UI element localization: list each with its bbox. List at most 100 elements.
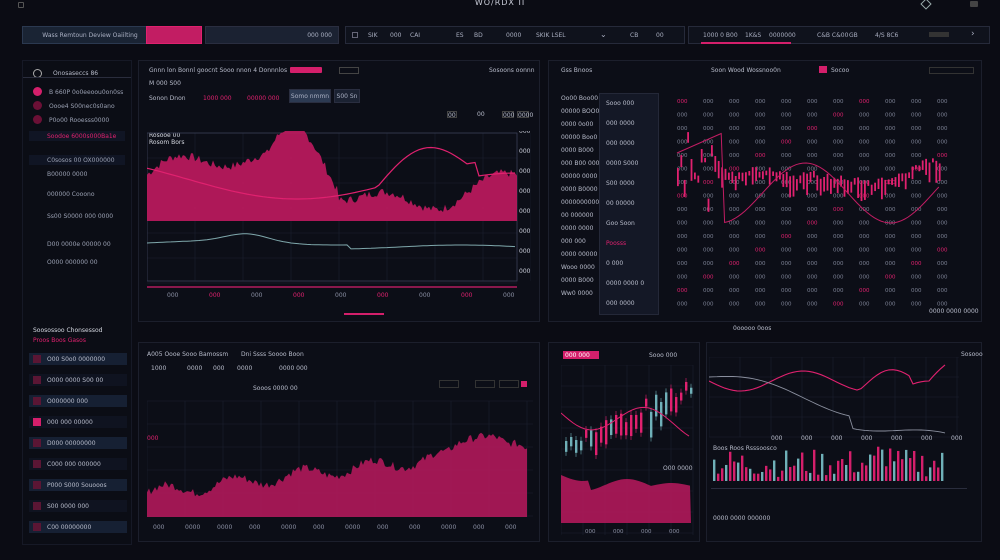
toolbar-right-tab-1[interactable]: 1K&S	[745, 32, 762, 39]
toolbar-item-6[interactable]: 0000	[506, 32, 522, 39]
sidebar-item[interactable]: 000 000 00000	[29, 416, 127, 428]
sidebar-item[interactable]: O00 S0o0 0000000	[29, 353, 127, 365]
sidebar-section-sub: Proos Boos Gasos	[33, 337, 86, 344]
sidebar-item[interactable]: C000 000 000000	[29, 458, 127, 470]
sidebar-item-label: 000000 Cooono	[47, 191, 95, 198]
subpanel-item[interactable]: 0 000	[606, 260, 624, 267]
sidebar-item[interactable]: C00 00000000	[29, 521, 127, 533]
grid-value: 000	[781, 221, 792, 227]
subpanel-item[interactable]: 000 0000	[606, 140, 635, 147]
range-tab-2[interactable]: 000	[502, 111, 515, 119]
subpanel-item[interactable]: S00 0000	[606, 180, 635, 187]
toolbar-item-2[interactable]: 000	[390, 32, 402, 39]
range-tab-1[interactable]: 00	[477, 111, 485, 118]
window-icon[interactable]	[18, 2, 24, 8]
sidebar-item[interactable]: P0o00 Rooesss0000	[29, 115, 125, 125]
sidebar-item[interactable]: Ss00 S0000 000 0000	[29, 211, 125, 221]
bar	[813, 449, 816, 481]
brb-mid-title: Boos Roos Rsssoosco	[713, 445, 777, 452]
bm-tab-1[interactable]	[475, 380, 495, 388]
subpanel-item[interactable]: Poosss	[606, 240, 627, 247]
grid-value: 000	[755, 99, 766, 105]
toggle-switch[interactable]	[929, 32, 949, 37]
grid-value: 000	[755, 261, 766, 267]
sidebar-item[interactable]: C0sosos 00 OX000000	[29, 155, 125, 165]
list-item: 00000 Boo0	[561, 134, 598, 141]
scroll-indicator[interactable]	[344, 313, 384, 315]
subpanel-item[interactable]: 000 0000	[606, 120, 635, 127]
toolbar-item-7[interactable]: SKIK LSEL	[536, 32, 566, 39]
sidebar-item[interactable]: O000000 000	[29, 395, 127, 407]
right-top-control[interactable]	[929, 67, 974, 74]
candle	[635, 414, 638, 429]
toolbar-right-tab-0[interactable]: 1000 0 B00	[703, 32, 738, 39]
grid-value: 000	[807, 126, 818, 132]
grid-value: 000	[703, 167, 714, 173]
grid-value: 000	[859, 99, 870, 105]
right-top-footer-right: 0000 0000 0000	[929, 308, 979, 315]
item-icon	[33, 481, 41, 489]
bm-tab-0[interactable]	[439, 380, 459, 388]
sidebar-item[interactable]: Soodoe 6000s000Ba1e	[29, 131, 125, 141]
sidebar-item[interactable]: D000 00000000	[29, 437, 127, 449]
x-tick-label: 000	[335, 292, 347, 299]
toolbar-right-tab-5[interactable]: 4/S 8C6	[875, 32, 899, 39]
toolbar-item-9[interactable]: CB	[630, 32, 639, 39]
sidebar-item[interactable]: B 660P 0o0eeoou0on0ss	[29, 87, 125, 97]
subpanel-item[interactable]: 00 00000	[606, 200, 635, 207]
grid-value: 000	[859, 248, 870, 254]
sidebar-item[interactable]: B00000 0000	[29, 169, 125, 179]
chevron-down-icon[interactable]: ⌄	[600, 30, 607, 39]
list-item: 0000 B0000	[561, 186, 598, 193]
grid-value: 000	[807, 234, 818, 240]
grid-icon[interactable]	[352, 32, 358, 38]
tab-somo[interactable]: Somo nmmn	[289, 89, 331, 103]
toolbar-item-5[interactable]: BD	[474, 32, 483, 39]
bm-tab-2[interactable]	[499, 380, 519, 388]
range-tab-3[interactable]: 0000	[517, 111, 534, 119]
range-tab-0[interactable]: 00	[447, 111, 457, 119]
sidebar-item[interactable]: Oooe4 S00nec0s0ano	[29, 101, 125, 111]
grid-value: 000	[885, 140, 896, 146]
grid-value: 000	[911, 221, 922, 227]
sidebar-item[interactable]: O000 0000 S00 00	[29, 374, 127, 386]
sidebar-item[interactable]: O000 000000 00	[29, 257, 125, 267]
bar	[845, 464, 848, 481]
tab-overview[interactable]: Wass Remtoun Deview Oaiilting	[22, 26, 158, 44]
candle	[630, 415, 633, 437]
grid-value: 000	[859, 140, 870, 146]
menu-icon[interactable]	[970, 1, 978, 7]
subpanel-item[interactable]: Goo Soon	[606, 220, 635, 227]
next-arrow-icon[interactable]: ›	[971, 29, 975, 39]
search-input[interactable]: 000 000	[205, 26, 339, 44]
tab-value[interactable]: S00 Sn	[334, 89, 360, 103]
candle	[690, 387, 693, 394]
subpanel-item[interactable]: 000 0000	[606, 300, 635, 307]
header-badge	[290, 67, 322, 73]
sidebar-item[interactable]: S00 0000 000	[29, 500, 127, 512]
sidebar-item[interactable]: D00 0000e 00000 00	[29, 239, 125, 249]
bar	[829, 465, 832, 481]
sidebar-item[interactable]: 000000 Cooono	[29, 189, 125, 199]
grid-value: 000	[677, 261, 688, 267]
header-box[interactable]	[339, 67, 359, 74]
toolbar-right-tab-3[interactable]: C&B C&00	[817, 32, 849, 39]
candle	[565, 441, 568, 452]
tab-active[interactable]	[146, 26, 202, 44]
subpanel-item[interactable]: 0000 S000	[606, 160, 639, 167]
bar	[789, 467, 792, 481]
sub-label-2: 1000 000	[203, 95, 232, 102]
toolbar-item-4[interactable]: ES	[456, 32, 464, 39]
toolbar-right-tab-2[interactable]: 0000000	[769, 32, 796, 39]
candle	[748, 171, 751, 176]
toolbar-item-3[interactable]: CAI	[410, 32, 421, 39]
toolbar-item-1[interactable]: SIK	[368, 32, 378, 39]
sidebar-item[interactable]: P000 S000 Souooos	[29, 479, 127, 491]
settings-icon[interactable]	[920, 0, 932, 10]
toolbar-item-10[interactable]: 00	[656, 32, 664, 39]
toolbar-right-tab-4[interactable]: GB	[849, 32, 858, 39]
subpanel-item[interactable]: 0000 0000 0	[606, 280, 645, 287]
subpanel-item[interactable]: Sooo 000	[606, 100, 635, 107]
grid-value: 000	[833, 113, 844, 119]
sidebar-item-label: C00 00000000	[47, 524, 92, 531]
